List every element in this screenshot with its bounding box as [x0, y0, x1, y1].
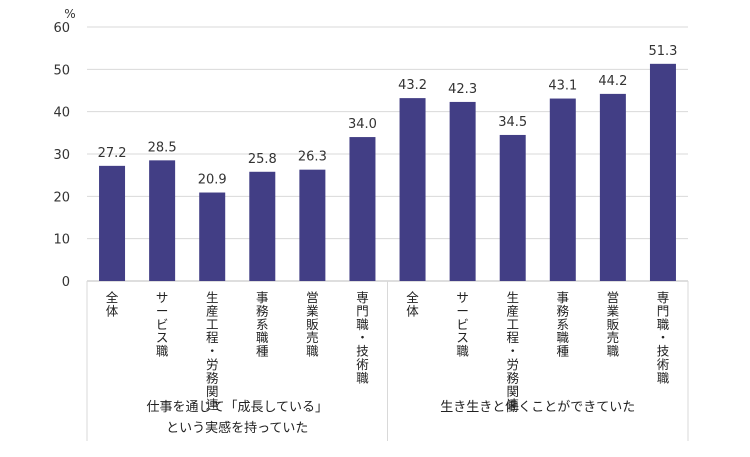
- category-label: サービス職: [156, 290, 169, 359]
- y-axis-unit-label: %: [64, 7, 75, 21]
- y-tick-label: 10: [53, 233, 70, 248]
- bars: 27.2 28.5 20.9 25.8 26.3 34.0 43.2 42.3 34.5 43.1…: [98, 44, 677, 282]
- data-label: 43.1: [548, 79, 577, 94]
- group-label: という実感を持っていた: [166, 420, 308, 436]
- data-label: 51.3: [648, 44, 677, 59]
- y-axis: 0 10 20 30 40 50 60: [53, 21, 70, 290]
- category-label: 専門職・技術職: [657, 290, 670, 385]
- data-label: 34.5: [498, 115, 527, 130]
- data-label: 20.9: [198, 173, 227, 188]
- data-label: 43.2: [398, 78, 427, 93]
- data-label: 26.3: [298, 150, 327, 165]
- group-label: 仕事を通じて「成長している」: [146, 400, 328, 415]
- bar: [249, 171, 276, 281]
- category-label: 営業販売職: [306, 290, 319, 359]
- y-tick-label: 20: [53, 190, 70, 205]
- category-label: 事務系職種: [557, 290, 570, 359]
- y-tick-label: 50: [53, 63, 70, 78]
- bar: [399, 98, 426, 282]
- category-label: 事務系職種: [256, 290, 269, 359]
- data-label: 44.2: [598, 74, 627, 89]
- bar: [299, 169, 326, 281]
- group-labels: 仕事を通じて「成長している」という実感を持っていた 生き生きと働くことができていた: [86, 281, 689, 441]
- category-labels: 全体 サービス職 生産工程・労務関連 事務系職種 営業販売職 専門職・技術職 全体 サービス職…: [106, 290, 670, 412]
- bar: [599, 93, 626, 282]
- category-label: 全体: [106, 290, 119, 318]
- y-tick-label: 40: [53, 106, 70, 121]
- category-label: 全体: [406, 290, 419, 318]
- bar: [349, 137, 376, 281]
- bar: [449, 101, 476, 282]
- data-label: 42.3: [448, 82, 477, 97]
- category-label: 生産工程・労務関連: [206, 290, 219, 412]
- bar: [99, 165, 126, 281]
- data-label: 27.2: [98, 146, 127, 161]
- y-tick-label: 30: [53, 148, 70, 163]
- bar: [499, 134, 526, 281]
- data-label: 28.5: [148, 140, 177, 155]
- y-tick-label: 0: [62, 275, 70, 290]
- data-label: 25.8: [248, 152, 277, 167]
- category-label: 生産工程・労務関連: [506, 290, 519, 412]
- bar: [149, 160, 176, 281]
- category-label: サービス職: [456, 290, 469, 359]
- bar: [549, 98, 576, 281]
- category-label: 営業販売職: [607, 290, 620, 359]
- data-label: 34.0: [348, 117, 377, 132]
- category-label: 専門職・技術職: [356, 290, 369, 385]
- bar: [649, 63, 676, 281]
- gridlines: [87, 26, 688, 282]
- group-label: 生き生きと働くことができていた: [440, 400, 635, 415]
- y-tick-label: 60: [53, 21, 70, 36]
- bar: [199, 192, 226, 281]
